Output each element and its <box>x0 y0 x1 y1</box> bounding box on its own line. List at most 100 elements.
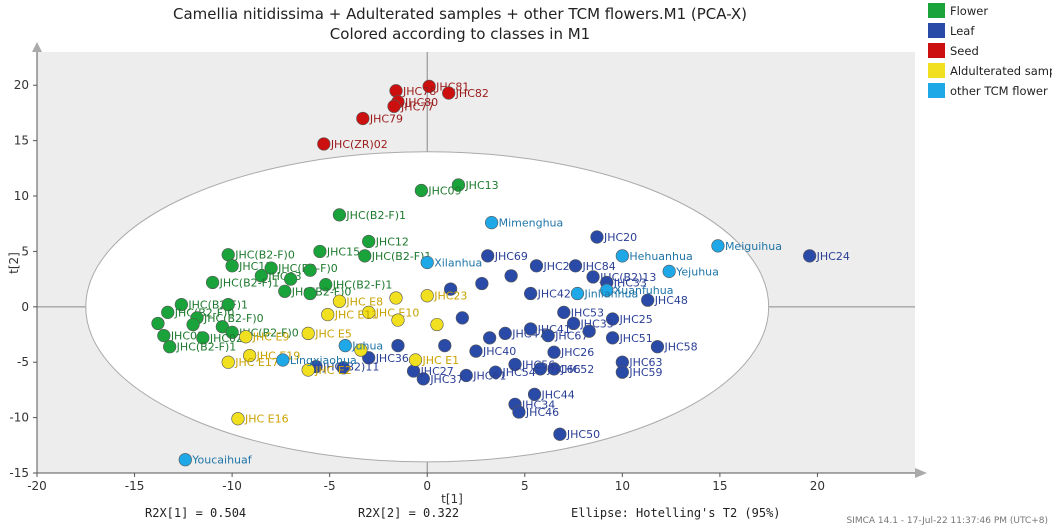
legend-entry: Flower <box>950 4 988 18</box>
data-point <box>451 178 466 192</box>
hotelling-ellipse <box>85 151 770 463</box>
point-label: JHC67 <box>554 330 588 343</box>
y-tick-label: 0 <box>21 300 29 314</box>
legend-swatch <box>928 23 945 38</box>
data-point <box>508 357 522 372</box>
y-tick-label: -15 <box>9 466 29 480</box>
data-point <box>504 269 518 283</box>
data-point <box>391 338 405 353</box>
point-label: JHC53 <box>570 306 604 319</box>
legend-entry: other TCM flower <box>950 84 1048 98</box>
x-tick-label: -15 <box>125 479 145 493</box>
data-point <box>420 289 434 303</box>
point-label: Jinlianhua <box>583 288 638 301</box>
r2x1-label: R2X[1] = 0.504 <box>145 506 246 520</box>
point-label: JHC63 <box>628 356 662 369</box>
data-point <box>615 365 629 379</box>
point-label: JHC78 <box>402 85 436 98</box>
legend-swatch <box>928 43 945 58</box>
data-point <box>662 264 676 278</box>
ellipse-label: Ellipse: Hotelling's T2 (95%) <box>571 506 781 520</box>
data-point <box>231 412 245 426</box>
point-label: JHC(B2-F)0 <box>174 306 235 319</box>
data-point <box>568 259 583 273</box>
data-point <box>336 361 350 375</box>
data-point <box>389 291 403 305</box>
data-point <box>600 283 614 297</box>
point-label: JHC36 <box>375 352 409 365</box>
plot-area <box>37 52 915 473</box>
point-label: JHC56 <box>521 358 555 371</box>
point-label: JHC24 <box>816 250 850 263</box>
point-label: JHC66 <box>546 363 580 376</box>
data-point <box>803 249 817 263</box>
data-point <box>711 239 725 253</box>
data-point <box>254 269 268 283</box>
point-label: JHC54 <box>502 366 536 379</box>
y-axis-arrow <box>32 42 42 52</box>
software-credit: SIMCA 14.1 - 17-Jul-22 11:37:46 PM (UTC+… <box>846 516 1048 526</box>
data-point <box>566 316 581 331</box>
x-axis-arrow <box>915 468 927 478</box>
y-tick-label: -10 <box>9 411 29 425</box>
data-point <box>243 348 257 363</box>
x-tick-label: -20 <box>27 479 47 493</box>
point-label: JHC E8 <box>345 295 383 308</box>
data-point <box>303 286 317 301</box>
x-tick-label: 10 <box>615 479 630 493</box>
data-point <box>422 79 436 93</box>
data-point <box>641 293 655 307</box>
point-label: Xilanhua <box>434 257 482 270</box>
data-point <box>303 263 317 277</box>
y-axis-label: t[2] <box>7 252 21 274</box>
point-label: JHC(B2-F)1 <box>371 250 432 263</box>
data-point <box>615 249 629 263</box>
data-point <box>186 317 200 332</box>
point-label: Mimenghua <box>499 217 564 230</box>
data-point <box>161 305 175 319</box>
point-label: JHC20 <box>603 231 637 244</box>
point-label: JHC77 <box>400 100 434 113</box>
point-label: JHC80 <box>404 96 438 109</box>
data-point <box>529 259 544 273</box>
data-point <box>225 259 239 273</box>
point-label: JHC(B2-F)0 <box>203 312 264 325</box>
point-label: JHC52 <box>560 363 594 376</box>
data-point <box>406 364 421 378</box>
point-label: JHC25 <box>619 313 653 326</box>
data-point <box>485 216 499 230</box>
legend-entry: Seed <box>950 44 979 58</box>
data-point <box>332 208 347 222</box>
data-point <box>317 137 331 151</box>
point-label: JHC51 <box>619 332 653 345</box>
point-label: JHC26 <box>560 346 594 359</box>
data-point <box>524 322 538 336</box>
point-label: JHC09 <box>427 184 461 197</box>
data-point <box>416 372 430 386</box>
y-tick-label: -5 <box>17 355 29 369</box>
y-tick-label: 10 <box>14 189 29 203</box>
data-point <box>301 326 315 341</box>
point-label: JHC12 <box>375 235 409 248</box>
data-point <box>221 355 235 369</box>
x-tick-label: 0 <box>423 479 431 493</box>
data-point <box>174 298 188 312</box>
data-point <box>332 294 347 308</box>
data-point <box>547 345 561 359</box>
point-label: JHC E5 <box>314 327 352 340</box>
point-label: JHC01 <box>170 330 204 343</box>
point-label: JHC E11 <box>334 309 379 322</box>
point-label: JHC(B2)11 <box>322 361 379 374</box>
data-point <box>354 343 368 357</box>
point-label: JHC46 <box>525 406 559 419</box>
data-point <box>362 234 376 249</box>
data-point <box>420 255 434 270</box>
point-label: JHC E9 <box>252 331 290 344</box>
point-label: JHC(B2-F)1 <box>332 279 393 292</box>
x-tick-label: -10 <box>222 479 242 493</box>
point-label: JHC27 <box>420 365 454 378</box>
legend-swatch <box>928 83 945 98</box>
